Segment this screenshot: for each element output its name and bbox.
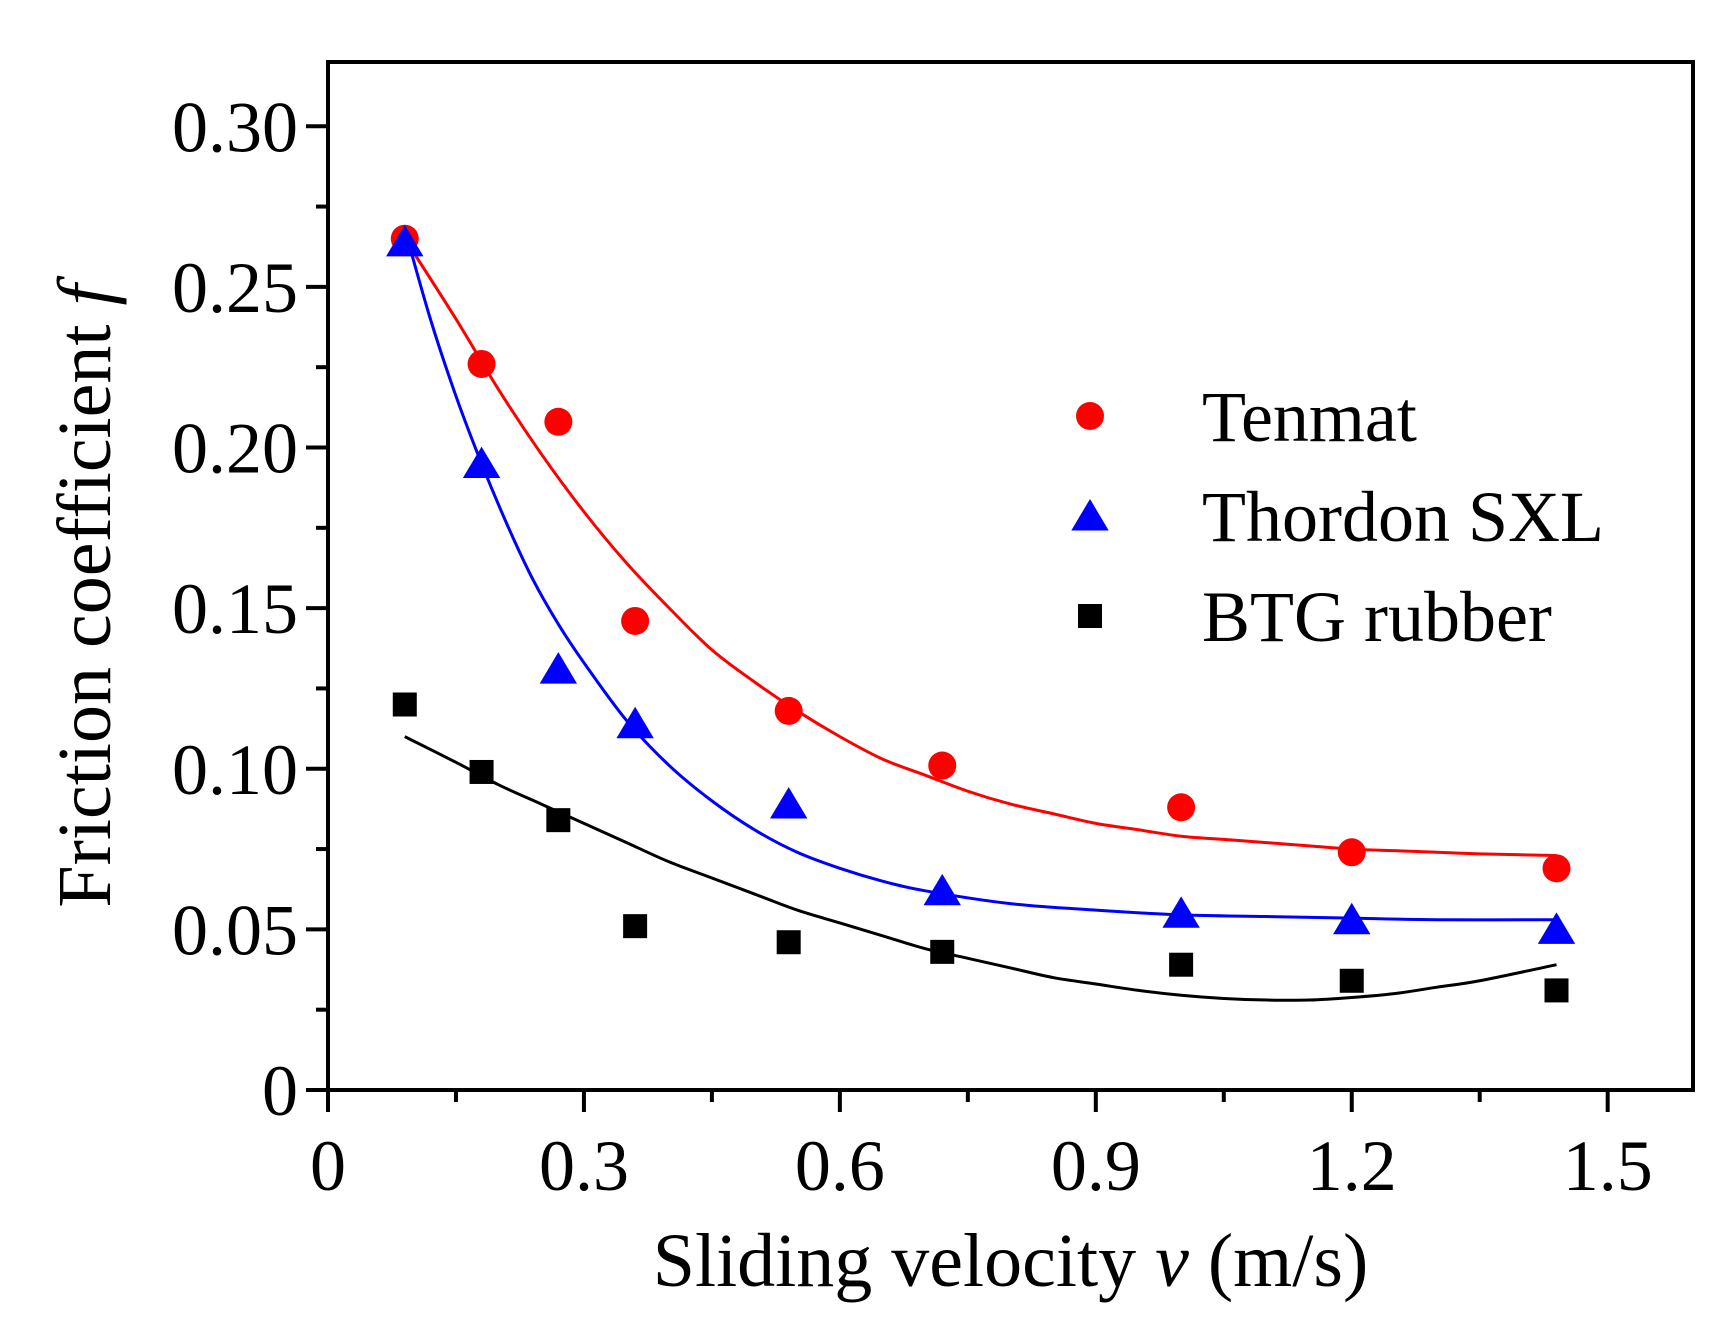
fit-curve-tenmat (403, 237, 1557, 857)
point-btg-rubber (1169, 952, 1194, 977)
y-axis-title: Friction coefficient f (43, 275, 127, 907)
x-tick-label: 1.5 (1563, 1126, 1653, 1206)
x-axis-title: Sliding velocity v (m/s) (653, 1219, 1369, 1303)
y-axis-title-var: f (43, 275, 127, 305)
point-btg-rubber (392, 692, 417, 717)
plot-frame (326, 60, 1695, 1092)
legend-marker-tenmat (1076, 402, 1104, 430)
y-tick-label: 0.20 (172, 409, 298, 489)
legend-label-thordon-sxl: Thordon SXL (1202, 477, 1604, 557)
point-tenmat (1337, 838, 1366, 867)
point-btg-rubber (546, 808, 571, 833)
point-btg-rubber (469, 759, 494, 784)
y-tick-label: 0.10 (172, 730, 298, 810)
x-tick-label: 0.3 (539, 1126, 629, 1206)
legend-marker-btg-rubber (1078, 604, 1102, 628)
point-tenmat (1542, 854, 1571, 883)
point-thordon-sxl (923, 873, 961, 906)
legend: Tenmat Thordon SXL BTG rubber (1071, 377, 1604, 657)
data-points (386, 224, 1576, 1003)
point-tenmat (544, 407, 573, 436)
point-thordon-sxl (1537, 912, 1576, 944)
point-btg-rubber (930, 939, 955, 964)
axis-ticks: 0 0.3 0.6 0.9 1.2 1.5 0 0.05 0.10 0.15 0.20 0.25 0.3… (172, 87, 1653, 1206)
point-thordon-sxl (616, 706, 654, 739)
y-axis-title-prefix: Friction coefficient (43, 305, 127, 907)
x-axis-title-prefix: Sliding velocity (653, 1219, 1155, 1303)
y-tick-label: 0 (262, 1051, 298, 1131)
plot-area (326, 60, 1695, 1092)
point-tenmat (467, 349, 496, 378)
x-axis-title-suffix: (m/s) (1189, 1219, 1368, 1303)
point-thordon-sxl (769, 787, 808, 819)
fit-curve-btg-rubber (404, 735, 1557, 1002)
x-tick-label: 0.9 (1051, 1126, 1141, 1206)
point-thordon-sxl (386, 224, 424, 257)
point-thordon-sxl (1162, 896, 1200, 928)
point-thordon-sxl (462, 446, 501, 479)
x-tick-label: 0 (310, 1126, 346, 1206)
y-tick-label: 0.30 (172, 87, 298, 167)
y-tick-label: 0.25 (172, 248, 298, 328)
point-btg-rubber (623, 914, 648, 939)
y-tick-label: 0.15 (172, 569, 298, 649)
y-tick-label: 0.05 (172, 890, 298, 970)
legend-label-btg-rubber: BTG rubber (1202, 577, 1552, 657)
point-tenmat (928, 751, 957, 780)
point-btg-rubber (1339, 968, 1364, 993)
fit-curves (403, 228, 1557, 1002)
point-btg-rubber (776, 930, 801, 955)
point-thordon-sxl (1333, 902, 1371, 935)
point-tenmat (1167, 793, 1196, 822)
point-tenmat (774, 696, 803, 725)
fit-curve-thordon-sxl (403, 228, 1557, 922)
point-thordon-sxl (539, 652, 578, 684)
point-btg-rubber (1544, 978, 1569, 1003)
legend-label-tenmat: Tenmat (1202, 377, 1417, 457)
x-tick-label: 0.6 (795, 1126, 885, 1206)
legend-marker-thordon-sxl (1071, 499, 1109, 531)
point-tenmat (621, 606, 650, 635)
x-tick-label: 1.2 (1307, 1126, 1397, 1206)
x-axis-title-var: v (1155, 1219, 1189, 1303)
